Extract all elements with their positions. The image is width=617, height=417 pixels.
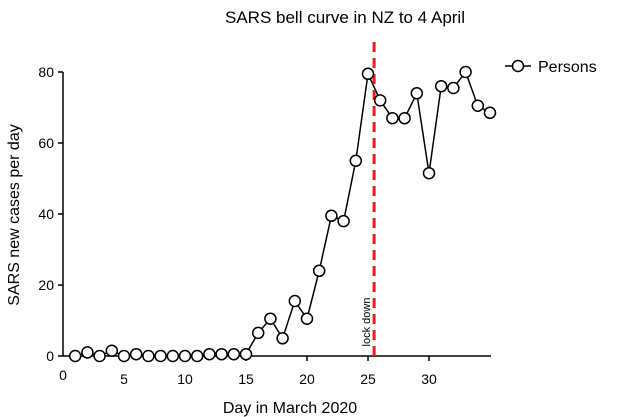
data-point bbox=[251, 326, 265, 340]
y-tick-label: 0 bbox=[46, 348, 54, 364]
data-point bbox=[373, 94, 387, 107]
legend-label: Persons bbox=[538, 59, 597, 76]
y-ticks: 0 20 40 60 80 bbox=[38, 64, 63, 364]
data-point bbox=[105, 344, 119, 357]
data-point bbox=[215, 347, 228, 361]
plot-area: 0 20 40 60 80 0 5 10 15 20 25 30 lock down bbox=[38, 42, 497, 387]
data-point bbox=[349, 154, 363, 168]
data-point bbox=[471, 99, 485, 112]
x-tick-label: 5 bbox=[120, 371, 128, 387]
data-point bbox=[117, 349, 131, 363]
data-point bbox=[300, 312, 314, 325]
data-point bbox=[361, 67, 375, 81]
series-line-0 bbox=[74, 70, 491, 357]
x-ticks: 0 5 10 15 20 25 30 bbox=[59, 356, 437, 387]
data-point bbox=[239, 347, 253, 361]
x-tick-label: 25 bbox=[360, 371, 376, 387]
data-point bbox=[142, 349, 155, 363]
x-tick-label: 10 bbox=[177, 371, 193, 387]
data-point bbox=[178, 349, 192, 363]
data-point bbox=[129, 347, 143, 361]
data-point bbox=[68, 349, 82, 363]
x-tick-label: 20 bbox=[299, 371, 315, 387]
data-point bbox=[386, 111, 399, 125]
x-axis-label: Day in March 2020 bbox=[223, 400, 357, 417]
data-point bbox=[459, 65, 472, 79]
x-tick-label: 30 bbox=[421, 371, 437, 387]
data-point bbox=[312, 264, 326, 278]
data-point bbox=[422, 166, 436, 180]
lockdown-label: lock down bbox=[361, 298, 373, 347]
data-point bbox=[434, 79, 448, 93]
data-point bbox=[288, 294, 302, 308]
legend: Persons bbox=[505, 59, 597, 76]
chart-title: SARS bell curve in NZ to 4 April bbox=[225, 8, 465, 27]
annotations: lock down bbox=[361, 42, 376, 356]
y-tick-label: 60 bbox=[38, 135, 54, 151]
data-point bbox=[190, 349, 204, 363]
series-lines bbox=[74, 70, 491, 357]
data-point bbox=[264, 312, 277, 325]
data-point bbox=[276, 332, 289, 345]
data-point bbox=[398, 111, 411, 125]
data-point bbox=[154, 349, 167, 363]
data-point bbox=[203, 347, 216, 361]
x-tick-label: 15 bbox=[238, 371, 254, 387]
data-point bbox=[337, 214, 350, 228]
series-points bbox=[68, 65, 497, 363]
y-tick-label: 40 bbox=[38, 206, 54, 222]
y-axis-label: SARS new cases per day bbox=[6, 124, 23, 305]
legend-marker bbox=[511, 59, 525, 73]
data-point bbox=[166, 349, 180, 363]
data-point bbox=[81, 346, 94, 359]
data-point bbox=[447, 81, 460, 95]
data-point bbox=[93, 349, 106, 363]
y-tick-label: 80 bbox=[38, 64, 54, 80]
y-tick-label: 20 bbox=[38, 277, 54, 293]
data-point bbox=[325, 209, 338, 223]
data-point bbox=[410, 87, 424, 100]
x-tick-label: 0 bbox=[59, 367, 67, 383]
data-point bbox=[227, 347, 241, 361]
data-point bbox=[483, 106, 497, 120]
